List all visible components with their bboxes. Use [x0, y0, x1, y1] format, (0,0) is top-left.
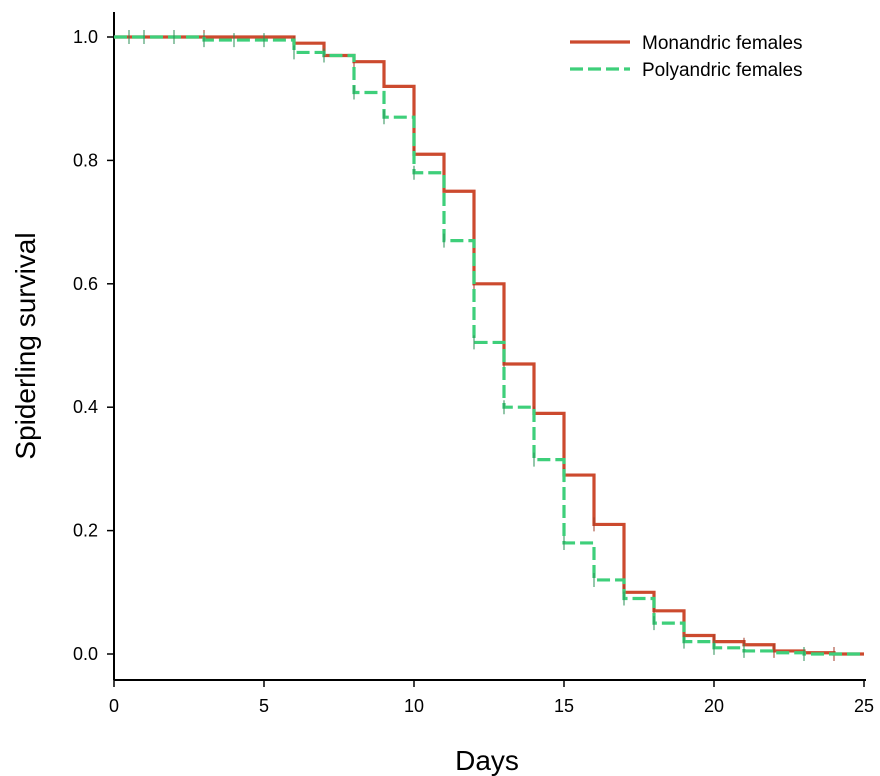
- x-tick-label: 5: [259, 696, 269, 716]
- y-tick-label: 0.8: [73, 150, 98, 170]
- legend-label-1: Monandric females: [642, 33, 803, 54]
- ticks: 0 5 10 15 20 25 0.0 0.2 0.4 0.6 0.8 1.0: [73, 27, 874, 716]
- series-line-2: [114, 35, 864, 656]
- series-line-1: [114, 35, 864, 656]
- legend: Monandric females Polyandric females: [570, 33, 803, 81]
- y-tick-label: 1.0: [73, 27, 98, 47]
- x-tick-label: 10: [404, 696, 424, 716]
- y-axis-title: Spiderling survival: [10, 232, 41, 459]
- y-tick-label: 0.6: [73, 274, 98, 294]
- y-tick-label: 0.2: [73, 521, 98, 541]
- y-tick-label: 0.0: [73, 644, 98, 664]
- x-tick-label: 0: [109, 696, 119, 716]
- x-axis-title: Days: [455, 745, 519, 776]
- series-group: [114, 30, 864, 661]
- x-tick-label: 20: [704, 696, 724, 716]
- axes: [113, 12, 866, 681]
- y-tick-label: 0.4: [73, 397, 98, 417]
- x-tick-label: 25: [854, 696, 874, 716]
- legend-label-2: Polyandric females: [642, 60, 803, 81]
- x-tick-label: 15: [554, 696, 574, 716]
